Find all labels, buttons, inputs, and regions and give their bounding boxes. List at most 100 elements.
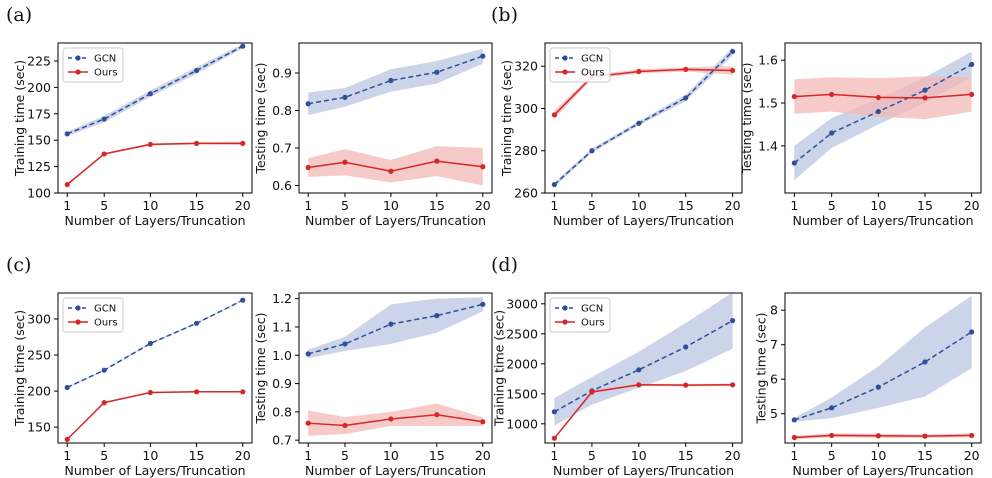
legend-marker-ours [562,69,568,75]
x-tick-label: 1 [550,198,558,213]
data-point-ours [64,436,70,442]
y-tick-label: 100 [27,186,51,201]
axes-frame [298,292,493,444]
data-point-gcn [101,116,107,122]
data-point-ours [480,419,486,425]
x-tick-label: 20 [475,448,491,463]
x-axis-label: Number of Layers/Truncation [553,213,734,228]
y-axis-label: Training time (sec) [499,60,514,177]
legend-label-gcn: GCN [581,304,603,315]
data-point-gcn [829,130,835,136]
x-axis-label: Number of Layers/Truncation [792,213,973,228]
data-point-gcn [636,120,642,126]
data-point-ours [147,141,153,148]
data-point-ours [240,389,246,395]
y-tick-label: 1.1 [272,319,292,334]
data-point-gcn [829,405,835,411]
x-tick-label: 15 [678,198,694,213]
y-axis-label: Training time (sec) [491,310,506,427]
legend-marker-ours [75,319,81,325]
data-point-gcn [730,318,736,324]
y-tick-label: 200 [27,384,51,399]
legend-label-ours: Ours [581,68,605,79]
data-point-gcn [305,351,311,357]
data-point-ours [342,159,348,165]
x-tick-label: 10 [142,448,158,463]
y-tick-label: 200 [27,80,51,95]
x-tick-label: 10 [142,198,158,213]
y-tick-label: 280 [514,143,538,158]
legend-label-ours: Ours [94,318,118,329]
x-tick-label: 15 [429,198,445,213]
legend-label-gcn: GCN [581,54,603,65]
legend-label-gcn: GCN [94,304,116,315]
data-point-gcn [147,340,153,347]
x-tick-label: 20 [964,448,980,463]
x-tick-label: 20 [235,198,251,213]
band-gcn [308,48,483,115]
data-point-ours [791,93,797,100]
x-tick-label: 1 [790,448,798,463]
data-point-gcn [875,108,881,115]
y-tick-label: 0.7 [272,433,292,448]
y-tick-label: 3000 [506,296,538,311]
panel-label-a: (a) [6,4,33,26]
data-point-ours [551,435,557,441]
y-tick-label: 5 [770,406,778,421]
x-axis-label: Number of Layers/Truncation [64,213,245,228]
data-point-gcn [305,101,311,107]
x-tick-label: 10 [631,198,647,213]
x-tick-label: 5 [100,198,108,213]
legend-label-gcn: GCN [94,54,116,65]
data-point-ours [730,67,736,74]
y-tick-label: 225 [27,53,51,68]
x-tick-label: 5 [341,448,349,463]
data-point-gcn [551,409,557,415]
axes-frame [298,42,493,194]
data-point-gcn [969,329,975,335]
series-line-ours [66,142,243,186]
series-line-gcn [66,299,244,389]
data-point-gcn [240,297,246,303]
x-tick-label: 1 [304,198,312,213]
data-point-ours [791,434,797,441]
panel-label-d: (d) [491,254,518,276]
x-tick-label: 15 [189,448,205,463]
axes-frame [784,292,982,444]
legend-label-ours: Ours [94,68,118,79]
data-point-ours [305,420,311,426]
x-tick-label: 5 [100,448,108,463]
panel-label-c: (c) [6,254,32,276]
data-point-ours [101,400,107,406]
x-tick-label: 5 [828,448,836,463]
data-point-ours [305,164,311,171]
y-tick-label: 300 [27,311,51,326]
band-gcn [794,295,972,422]
data-point-gcn [875,384,881,390]
data-point-gcn [193,320,200,326]
data-point-ours [683,66,689,73]
data-point-ours [480,164,486,170]
x-tick-label: 20 [725,198,741,213]
data-point-gcn [342,94,348,100]
y-tick-label: 0.8 [272,103,292,118]
x-tick-label: 5 [341,198,349,213]
y-tick-label: 300 [514,101,538,116]
x-tick-label: 20 [475,198,491,213]
data-point-ours [388,168,394,174]
x-tick-label: 1 [790,198,798,213]
data-point-gcn [969,61,975,68]
data-point-gcn [342,341,348,347]
y-tick-label: 320 [514,59,538,74]
y-tick-label: 0.6 [272,178,292,193]
series-line-ours [66,391,243,440]
x-tick-label: 10 [870,448,886,463]
data-point-gcn [240,43,246,49]
data-point-ours [730,382,736,388]
data-point-gcn [589,148,595,154]
data-point-gcn [791,160,797,166]
